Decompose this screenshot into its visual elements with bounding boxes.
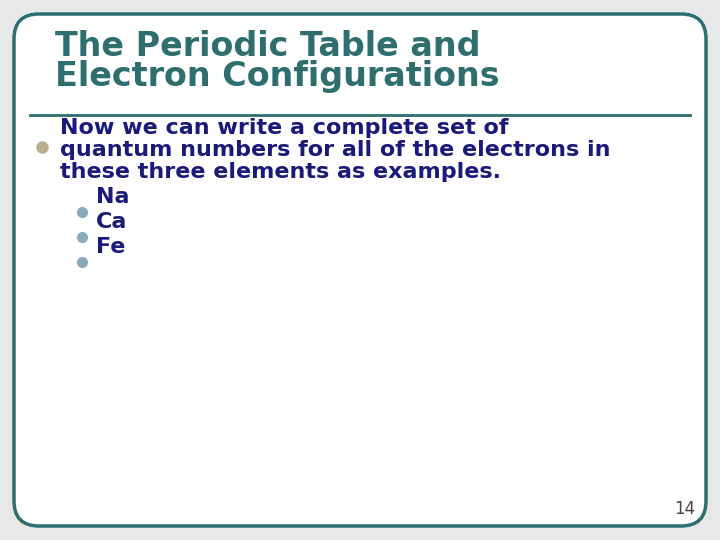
Text: quantum numbers for all of the electrons in: quantum numbers for all of the electrons… [60, 140, 611, 160]
Text: Now we can write a complete set of: Now we can write a complete set of [60, 118, 508, 138]
Text: Ca: Ca [96, 212, 127, 232]
Text: these three elements as examples.: these three elements as examples. [60, 162, 501, 182]
FancyBboxPatch shape [14, 14, 706, 526]
Text: The Periodic Table and: The Periodic Table and [55, 30, 480, 63]
Text: Fe: Fe [96, 237, 125, 257]
Text: Na: Na [96, 187, 130, 207]
Text: 14: 14 [674, 500, 695, 518]
Text: Electron Configurations: Electron Configurations [55, 60, 500, 93]
